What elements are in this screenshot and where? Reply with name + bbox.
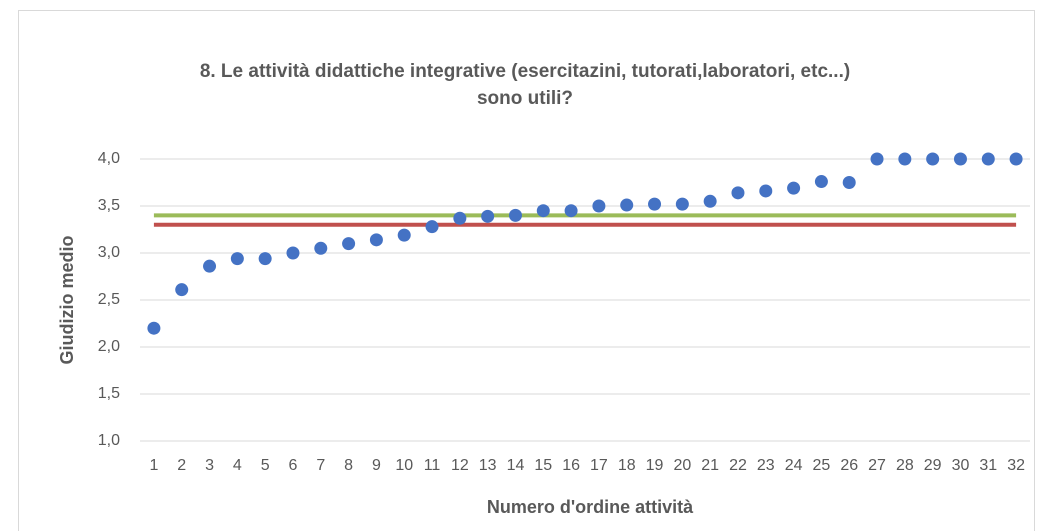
data-point	[147, 321, 161, 335]
data-point	[898, 152, 912, 166]
data-point	[648, 197, 662, 211]
y-tick-label: 1,5	[98, 385, 120, 402]
data-point	[703, 194, 717, 208]
x-tick-label: 19	[646, 457, 664, 474]
data-point	[926, 152, 940, 166]
data-point	[175, 283, 189, 297]
x-tick-label: 23	[757, 457, 775, 474]
x-tick-label: 28	[896, 457, 914, 474]
data-point	[731, 186, 745, 200]
y-tick-label: 1,0	[98, 432, 120, 449]
x-tick-label: 31	[979, 457, 997, 474]
data-point	[453, 211, 467, 225]
x-tick-label: 15	[534, 457, 552, 474]
data-point	[675, 197, 689, 211]
x-tick-label: 20	[673, 457, 691, 474]
x-tick-label: 25	[813, 457, 831, 474]
x-tick-label: 27	[868, 457, 886, 474]
x-tick-label: 17	[590, 457, 608, 474]
data-point	[314, 241, 328, 255]
x-tick-label: 13	[479, 457, 497, 474]
x-tick-label: 12	[451, 457, 469, 474]
x-tick-label: 22	[729, 457, 747, 474]
x-tick-label: 29	[924, 457, 942, 474]
x-tick-label: 30	[952, 457, 970, 474]
x-tick-label: 4	[233, 457, 242, 474]
y-tick-label: 3,5	[98, 197, 120, 214]
y-tick-label: 2,5	[98, 291, 120, 308]
data-point	[425, 220, 439, 234]
x-tick-label: 6	[289, 457, 298, 474]
x-tick-label: 16	[562, 457, 580, 474]
x-tick-label: 9	[372, 457, 381, 474]
x-tick-label: 10	[395, 457, 413, 474]
data-point	[230, 252, 244, 266]
x-tick-label: 8	[344, 457, 353, 474]
x-tick-label: 26	[840, 457, 858, 474]
data-point	[870, 152, 884, 166]
data-point	[369, 233, 383, 247]
data-point	[620, 198, 634, 212]
data-point	[508, 208, 522, 222]
data-point	[536, 204, 550, 218]
x-axis-label: Numero d'ordine attività	[487, 497, 694, 517]
data-point	[759, 184, 773, 198]
x-tick-label: 1	[149, 457, 158, 474]
x-tick-label: 24	[785, 457, 803, 474]
x-tick-label: 3	[205, 457, 214, 474]
data-point	[564, 204, 578, 218]
data-point	[787, 181, 801, 195]
data-point	[481, 209, 495, 223]
y-tick-label: 3,0	[98, 244, 120, 261]
data-point	[814, 175, 828, 189]
data-point	[1009, 152, 1023, 166]
data-point	[203, 259, 217, 273]
data-point	[286, 246, 300, 260]
x-tick-label: 18	[618, 457, 636, 474]
data-point	[981, 152, 995, 166]
data-point	[397, 228, 411, 242]
x-tick-label: 14	[507, 457, 525, 474]
data-point	[592, 199, 606, 213]
chart-title: 8. Le attività didattiche integrative (e…	[199, 61, 851, 109]
x-tick-label: 32	[1007, 457, 1025, 474]
data-point	[953, 152, 967, 166]
chart-border	[18, 10, 1035, 531]
data-point	[842, 176, 856, 189]
x-tick-label: 21	[701, 457, 719, 474]
y-tick-label: 2,0	[98, 338, 120, 355]
y-tick-label: 4,0	[98, 150, 120, 167]
x-tick-label: 7	[316, 457, 325, 474]
x-tick-label: 11	[424, 457, 441, 474]
x-tick-label: 2	[177, 457, 186, 474]
data-point	[258, 252, 272, 266]
y-axis-label: Giudizio medio	[57, 235, 77, 364]
data-point	[342, 237, 356, 251]
x-tick-label: 5	[261, 457, 270, 474]
